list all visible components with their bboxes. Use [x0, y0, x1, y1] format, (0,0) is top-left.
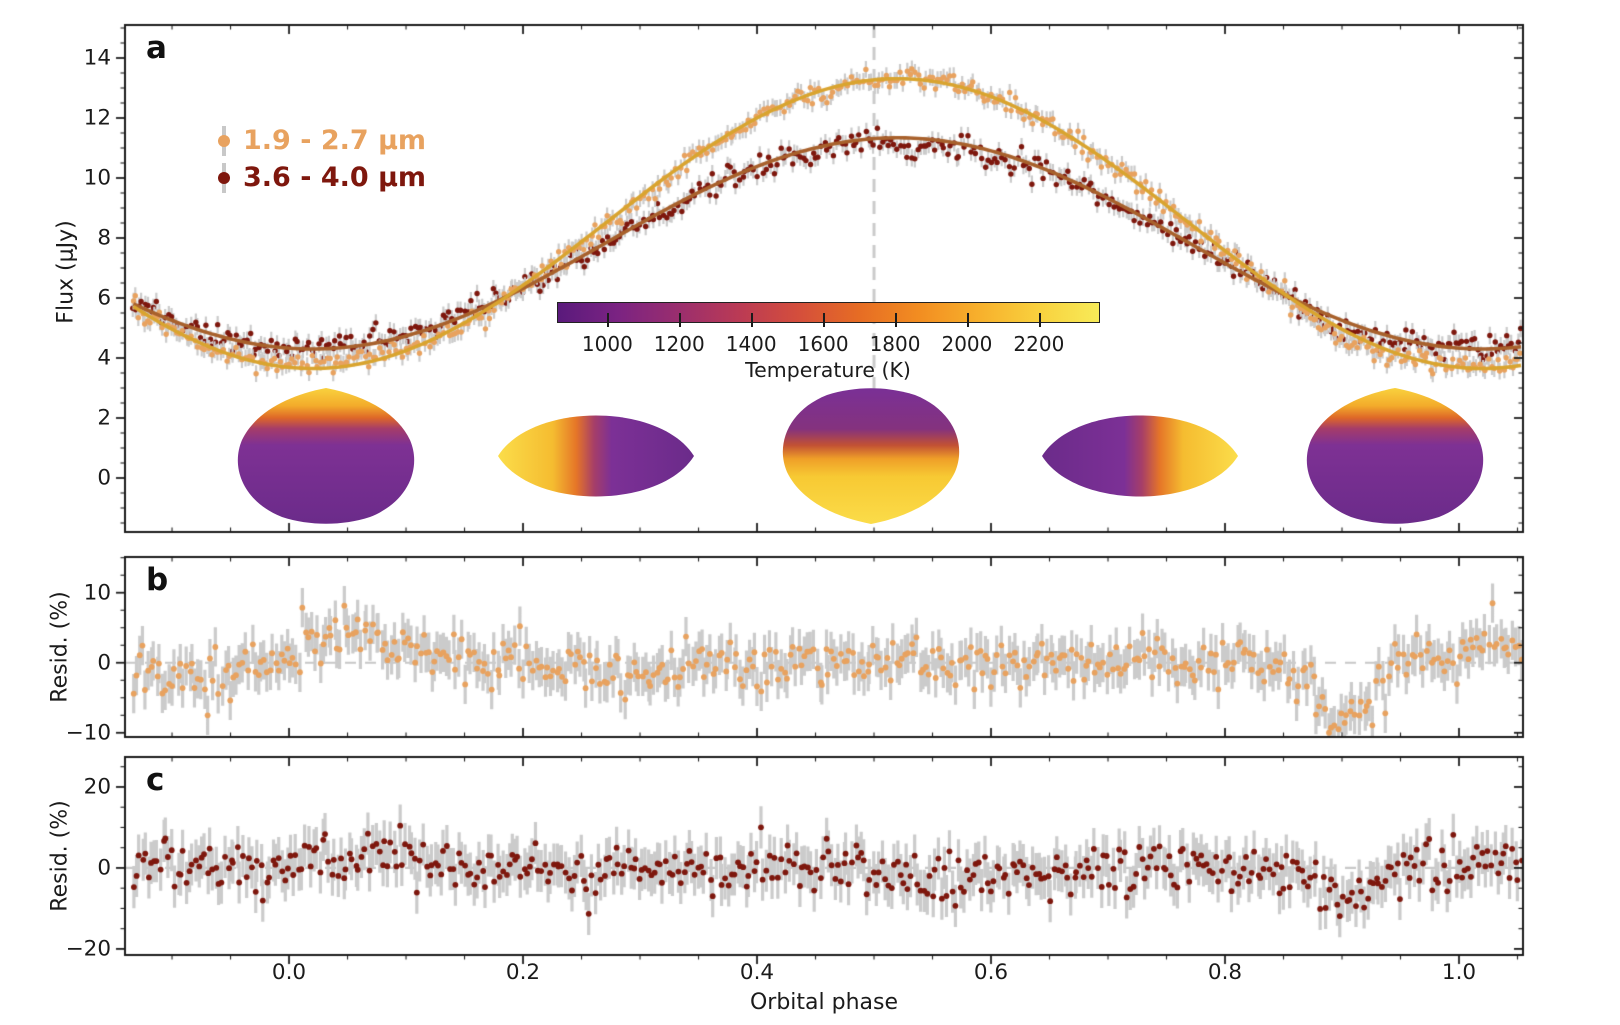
- legend-marker-darkred: [205, 160, 243, 196]
- colorbar-tick-label: 2200: [1013, 332, 1065, 356]
- y-tick-label-a: 4: [97, 345, 111, 371]
- panel-label-b: b: [146, 562, 169, 598]
- legend-label-orange: 1.9 - 2.7 μm: [243, 125, 427, 156]
- x-axis-label: Orbital phase: [749, 990, 899, 1015]
- colorbar-tick: [823, 313, 825, 327]
- y-tick-label-b: 10: [83, 580, 111, 606]
- y-tick-label-a: 6: [97, 285, 111, 311]
- y-tick-label-a: 8: [97, 225, 111, 251]
- y-tick-label-b: −10: [65, 720, 111, 746]
- y-tick-label-b: 0: [97, 650, 111, 676]
- x-tick-label: 0.2: [505, 960, 541, 985]
- y-axis-label-resid-b: Resid. (%): [47, 591, 73, 703]
- y-tick-label-a: 2: [97, 405, 111, 431]
- y-tick-label-c: −20: [65, 936, 111, 962]
- y-axis-label-flux: Flux (μJy): [53, 220, 79, 324]
- x-tick-label: 0.4: [739, 960, 775, 985]
- legend-item-nircam-short: 1.9 - 2.7 μm: [205, 122, 426, 159]
- colorbar-tick-label: 1200: [653, 332, 705, 356]
- colorbar-tick-label: 2000: [941, 332, 993, 356]
- colorbar-tick-label: 1800: [869, 332, 921, 356]
- y-axis-label-resid-c: Resid. (%): [47, 800, 73, 912]
- legend-item-nircam-long: 3.6 - 4.0 μm: [205, 159, 426, 196]
- y-tick-label-c: 0: [97, 855, 111, 881]
- colorbar-gradient: [557, 302, 1100, 323]
- colorbar-tick: [751, 313, 753, 327]
- legend-marker-orange: [205, 123, 243, 159]
- y-tick-label-a: 14: [83, 45, 111, 71]
- x-tick-label: 0.8: [1207, 960, 1243, 985]
- colorbar-tick: [679, 313, 681, 327]
- x-tick-label: 1.0: [1441, 960, 1477, 985]
- x-tick-label: 0.6: [973, 960, 1009, 985]
- colorbar-tick: [895, 313, 897, 327]
- colorbar-title: Temperature (K): [745, 358, 911, 382]
- y-tick-label-a: 0: [97, 465, 111, 491]
- colorbar-tick: [1038, 313, 1041, 327]
- y-tick-label-a: 10: [83, 165, 111, 191]
- x-tick-label: 0.0: [271, 960, 307, 985]
- panel-label-c: c: [146, 762, 165, 798]
- colorbar-tick-label: 1600: [797, 332, 849, 356]
- legend: 1.9 - 2.7 μm 3.6 - 4.0 μm: [205, 122, 426, 196]
- colorbar-tick: [607, 313, 610, 327]
- colorbar-tick-label: 1000: [581, 332, 633, 356]
- y-tick-label-c: 20: [83, 774, 111, 800]
- colorbar-tick: [966, 313, 969, 327]
- colorbar-tick-label: 1400: [725, 332, 777, 356]
- panel-label-a: a: [146, 30, 167, 66]
- y-tick-label-a: 12: [83, 105, 111, 131]
- legend-label-darkred: 3.6 - 4.0 μm: [243, 162, 427, 193]
